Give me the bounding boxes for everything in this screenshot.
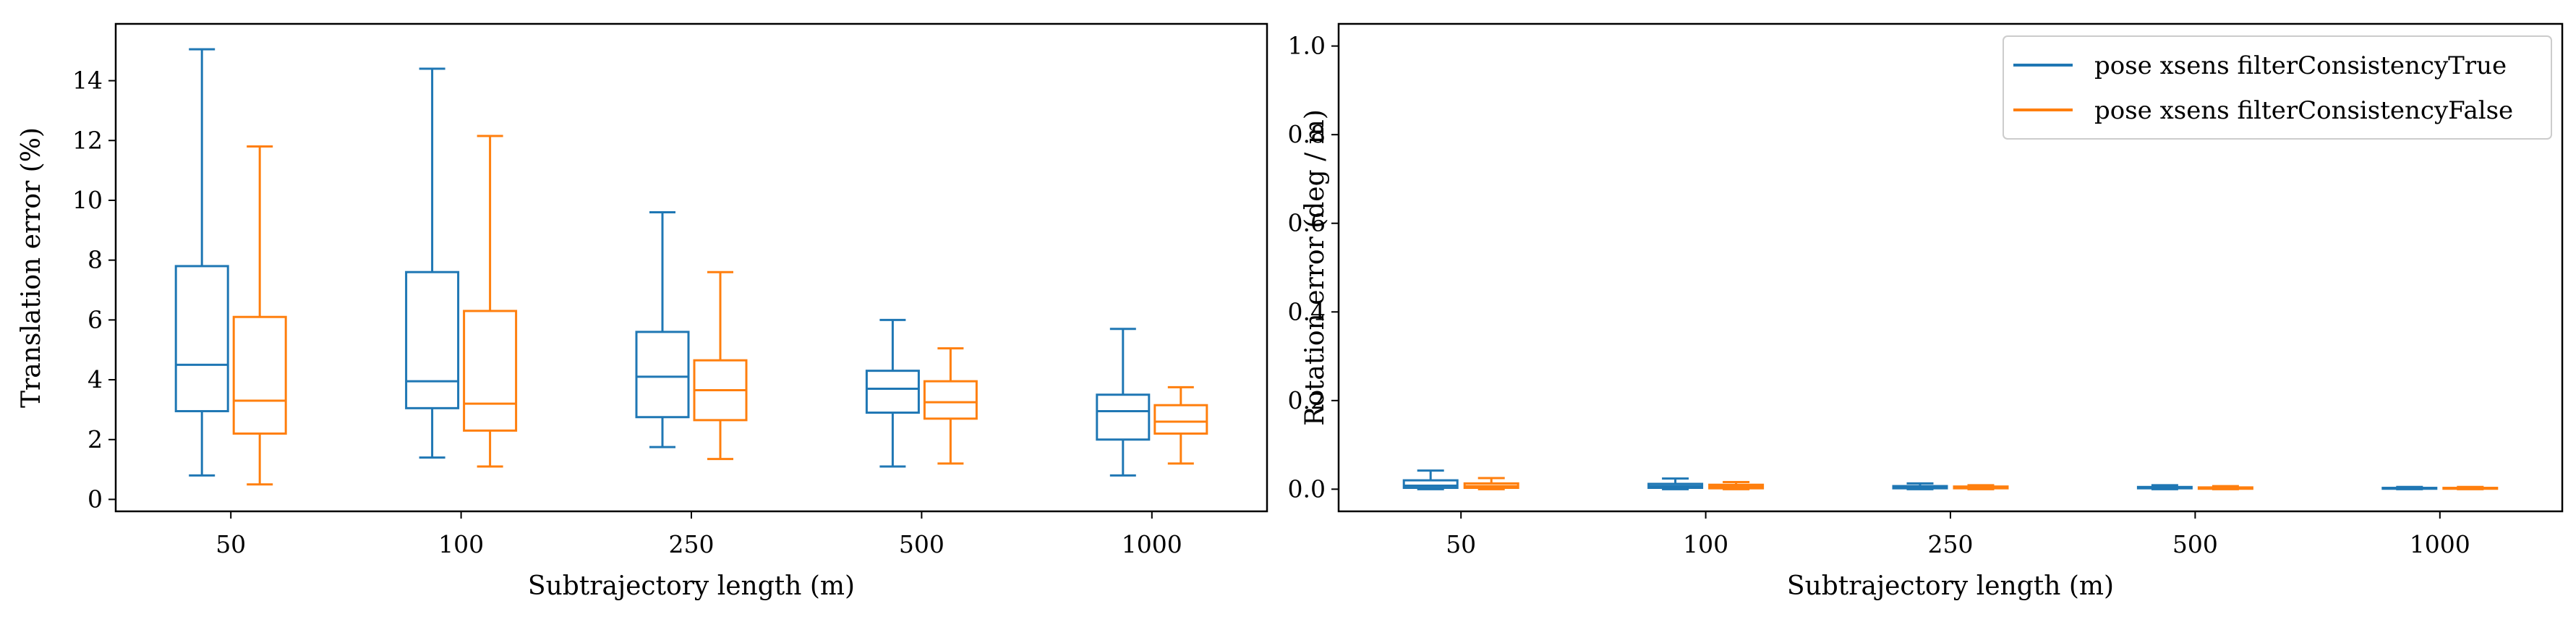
box	[865, 370, 920, 414]
box-plot	[1402, 469, 1459, 490]
y-tick-label: 0.2	[1288, 386, 1326, 414]
legend: pose xsens filterConsistencyTrue pose xse…	[2003, 35, 2552, 140]
x-axis-label: Subtrajectory length (m)	[1787, 571, 2114, 601]
y-tick-label: 6	[88, 305, 103, 333]
x-tick-label: 1000	[1122, 530, 1182, 558]
legend-label: pose xsens filterConsistencyTrue	[2094, 51, 2507, 80]
box	[405, 270, 460, 409]
box-plot	[232, 145, 287, 486]
box	[1153, 404, 1208, 435]
y-tick-label: 10	[72, 186, 103, 214]
y-tick-label: 14	[72, 67, 103, 95]
y-tick-label: 0.8	[1288, 120, 1326, 148]
y-tick-label: 1.0	[1288, 32, 1326, 60]
y-tick-label: 0.0	[1288, 474, 1326, 503]
y-tick-label: 0.6	[1288, 209, 1326, 237]
translation-error-panel: 0 2 4 6 8 10 12 14 50 100 250 500 1000 Subtrajectory …	[17, 22, 1268, 601]
box-plot	[174, 48, 229, 477]
y-tick-label: 2	[88, 425, 103, 453]
box	[232, 315, 287, 435]
box	[635, 331, 690, 419]
box	[1402, 479, 1459, 490]
box	[463, 310, 518, 432]
box-plot	[1096, 328, 1151, 477]
box-plot	[1463, 477, 1519, 490]
box	[1096, 393, 1151, 441]
rotation-error-panel: 0.0 0.2 0.4 0.6 0.8 1.0 50 100 250 500 1000 Subtraj…	[1288, 22, 2564, 601]
axes-frame	[114, 22, 1268, 513]
box	[174, 265, 229, 412]
x-tick-label: 50	[1446, 530, 1476, 558]
x-tick-label: 250	[669, 530, 715, 558]
y-axis-label: Translation error (%)	[17, 127, 46, 408]
box-plot	[2136, 484, 2193, 490]
box	[923, 380, 978, 420]
legend-frame	[2003, 35, 2552, 140]
x-tick-label: 1000	[2410, 530, 2470, 558]
box-plot	[463, 135, 518, 468]
x-tick-label: 100	[1683, 530, 1728, 558]
x-tick-label: 250	[1928, 530, 1974, 558]
y-tick-label: 12	[72, 126, 103, 154]
box-plot	[2197, 485, 2253, 490]
x-tick-label: 500	[899, 530, 944, 558]
box-plot	[2381, 485, 2438, 490]
y-tick-label: 0	[88, 485, 103, 513]
box-plot	[1647, 477, 1704, 490]
y-tick-label: 0.4	[1288, 297, 1326, 325]
y-tick-label: 4	[88, 365, 103, 393]
box-plot	[2442, 485, 2499, 490]
x-tick-label: 500	[2172, 530, 2218, 558]
box-plot	[405, 67, 460, 459]
axes-frame	[1337, 22, 2564, 513]
box-plot	[1708, 481, 1765, 490]
box-plot	[1953, 484, 2009, 490]
box-plot	[865, 318, 920, 468]
box-plot	[1153, 385, 1208, 465]
box-plot	[923, 347, 978, 465]
legend-label: pose xsens filterConsistencyFalse	[2094, 96, 2513, 125]
x-tick-label: 100	[438, 530, 484, 558]
y-axis-label: Rotation error (deg / m)	[1300, 109, 1330, 426]
box-plot	[635, 211, 690, 448]
x-tick-label: 50	[216, 530, 246, 558]
y-tick-label: 8	[88, 246, 103, 274]
box-plot	[693, 270, 748, 461]
x-axis-label: Subtrajectory length (m)	[528, 571, 855, 601]
box-plot	[1892, 482, 1948, 490]
